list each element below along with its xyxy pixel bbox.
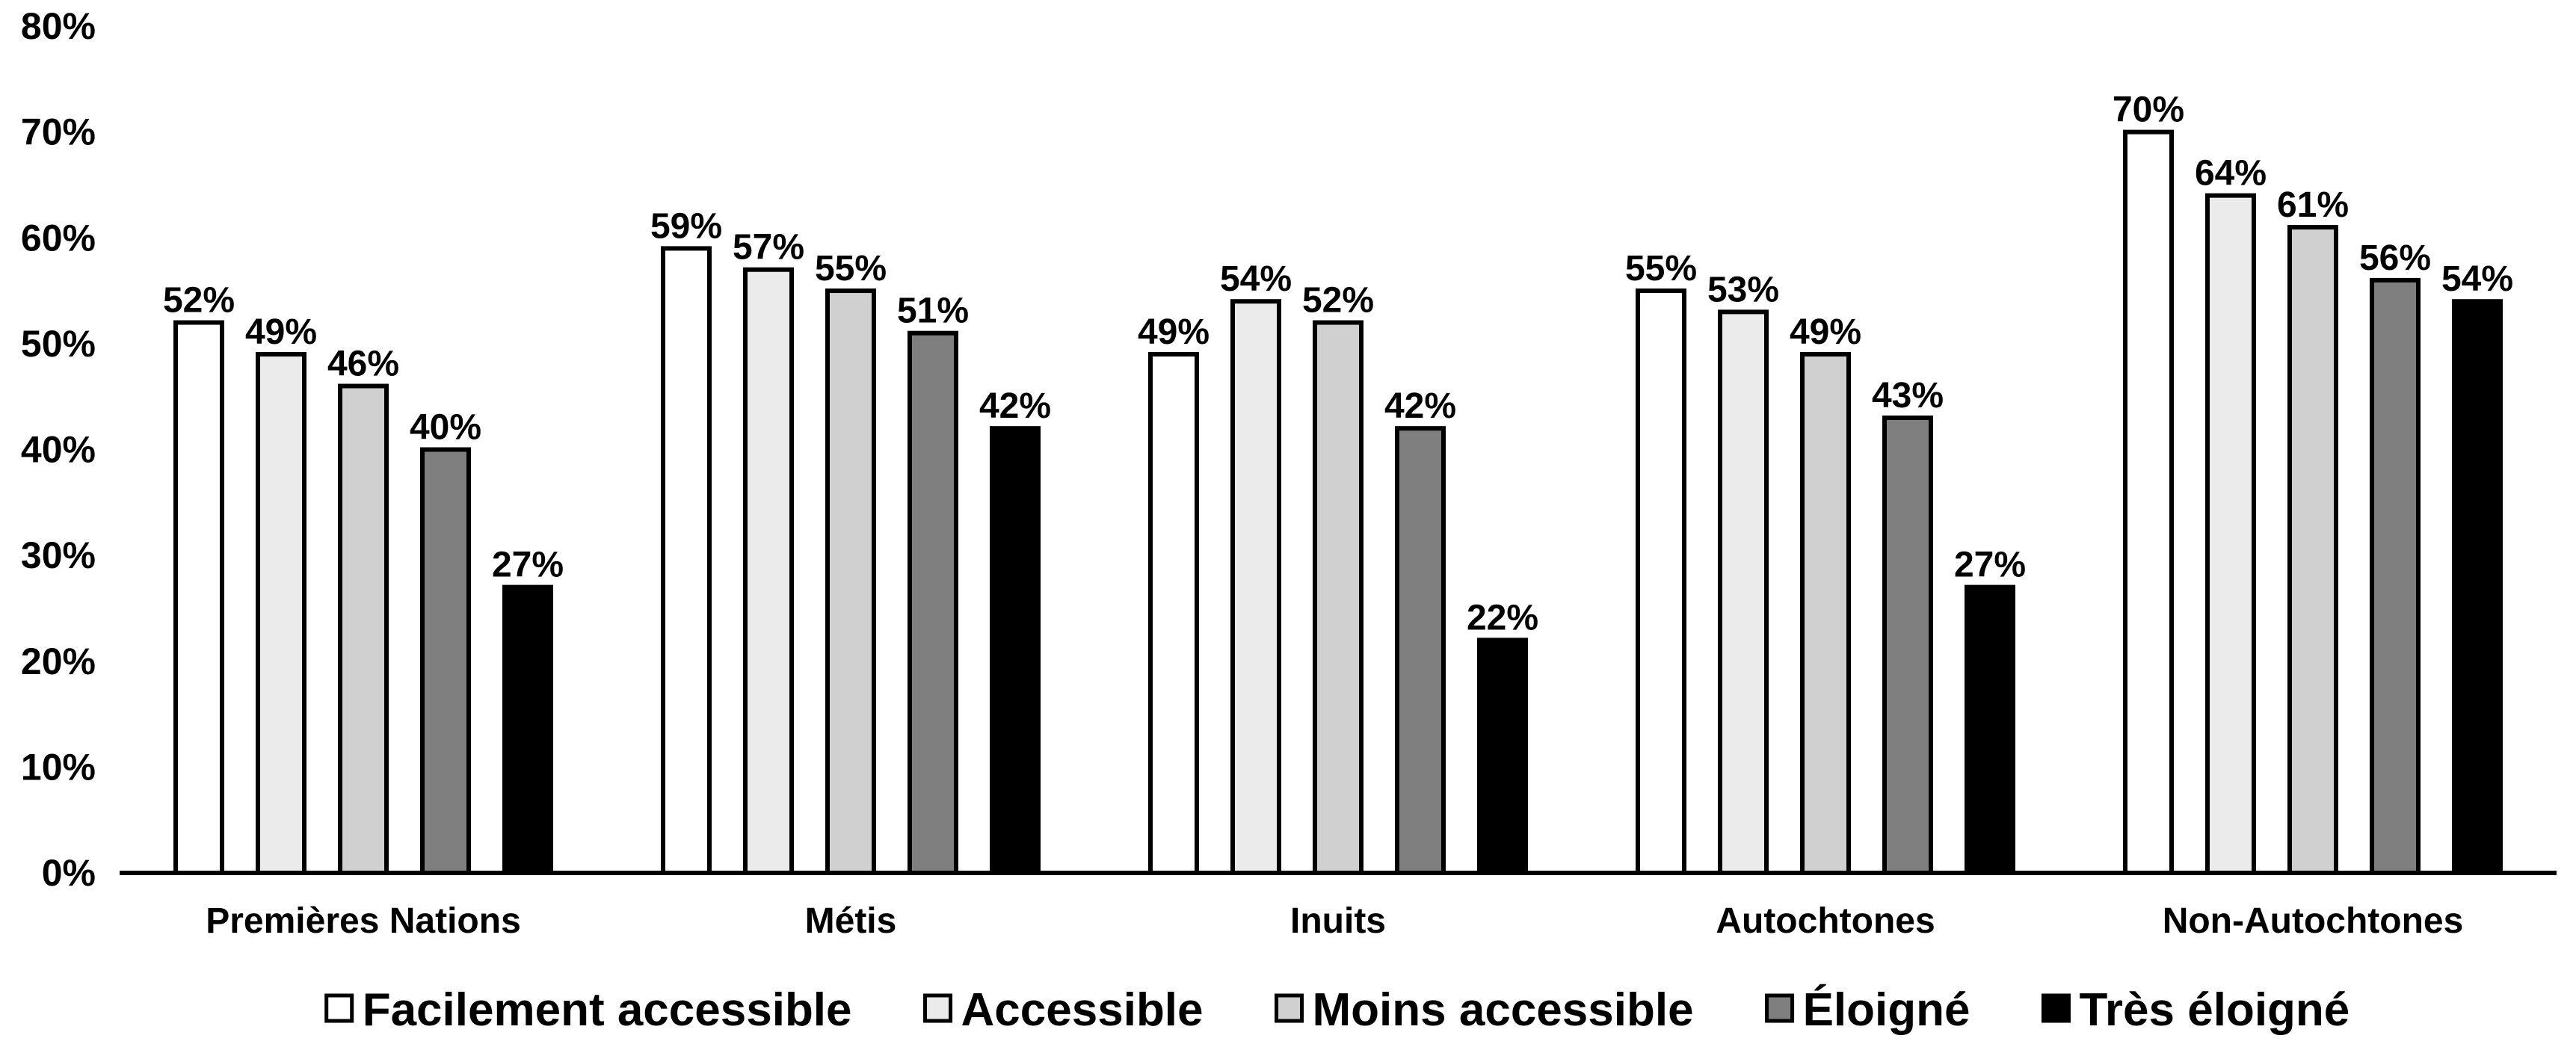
legend: Facilement accessible Accessible Moins acc… <box>324 984 2349 1036</box>
data-label: 52% <box>163 281 235 321</box>
data-label: 55% <box>815 249 887 288</box>
data-label: 70% <box>2113 90 2184 130</box>
bar <box>2287 225 2338 875</box>
y-tick-label: 50% <box>21 323 96 365</box>
data-label: 46% <box>327 345 399 384</box>
data-label: 56% <box>2359 238 2431 278</box>
data-label: 64% <box>2195 154 2267 194</box>
data-label: 49% <box>1790 312 1861 352</box>
data-label: 49% <box>245 312 317 352</box>
bar <box>1313 320 1364 875</box>
bar <box>2452 299 2503 876</box>
y-tick-label: 0% <box>42 852 96 894</box>
bar <box>338 383 389 875</box>
data-label: 54% <box>2441 259 2513 299</box>
bar <box>1800 352 1851 876</box>
bar <box>173 320 224 875</box>
y-tick-label: 30% <box>21 534 96 576</box>
legend-label: Accessible <box>961 984 1204 1036</box>
data-label: 54% <box>1220 259 1292 299</box>
data-label: 42% <box>979 386 1051 426</box>
data-label: 27% <box>492 546 564 585</box>
y-tick-label: 20% <box>21 640 96 682</box>
data-label: 52% <box>1302 281 1374 321</box>
data-label: 59% <box>650 206 722 246</box>
data-label: 55% <box>1625 249 1697 288</box>
bar <box>990 426 1041 875</box>
data-label: 27% <box>1954 546 2026 585</box>
legend-swatch <box>923 993 953 1023</box>
legend-label: Moins accessible <box>1313 984 1694 1036</box>
category-label: Premières Nations <box>206 901 521 941</box>
bar <box>1882 416 1933 875</box>
legend-swatch <box>1275 993 1304 1023</box>
bar <box>743 267 794 875</box>
legend-item: Moins accessible <box>1275 984 1694 1036</box>
data-label: 40% <box>410 408 481 448</box>
data-label: 42% <box>1384 386 1456 426</box>
y-tick-label: 60% <box>21 217 96 259</box>
data-label: 22% <box>1467 598 1538 637</box>
bar <box>1965 584 2015 875</box>
bar <box>502 584 553 875</box>
legend-label: Facilement accessible <box>363 984 852 1036</box>
data-label: 43% <box>1872 376 1944 416</box>
data-label: 51% <box>897 291 969 331</box>
legend-item: Éloigné <box>1765 984 1970 1036</box>
bar <box>908 330 958 875</box>
category-label: Métis <box>805 901 897 941</box>
bar <box>1718 309 1769 875</box>
bar <box>1230 299 1281 876</box>
bar <box>1477 637 1528 875</box>
data-label: 49% <box>1138 312 1210 352</box>
legend-swatch <box>1765 993 1795 1023</box>
bar <box>1636 288 1686 875</box>
legend-swatch <box>2041 993 2071 1023</box>
x-axis: Premières Nations Métis Inuits Autochtones N… <box>206 901 2463 941</box>
category-label: Inuits <box>1290 901 1386 941</box>
legend-item: Accessible <box>923 984 1204 1036</box>
data-labels: 52%49%46%40%27%59%57%55%51%42%49%54%52%4… <box>163 90 2513 638</box>
bar <box>1395 426 1446 875</box>
legend-item: Très éloigné <box>2041 984 2349 1036</box>
bar <box>420 447 471 875</box>
bar <box>2370 277 2421 875</box>
bar <box>2205 193 2256 876</box>
data-label: 53% <box>1707 270 1779 309</box>
legend-label: Très éloigné <box>2079 984 2349 1036</box>
y-tick-label: 80% <box>21 5 96 47</box>
y-tick-label: 10% <box>21 746 96 788</box>
bar <box>825 288 876 875</box>
data-label: 61% <box>2277 185 2349 225</box>
legend-swatch <box>324 993 354 1023</box>
legend-label: Éloigné <box>1803 984 1970 1036</box>
y-tick-label: 40% <box>21 429 96 471</box>
bars <box>173 129 2503 876</box>
y-tick-label: 70% <box>21 111 96 153</box>
bar <box>2123 129 2174 875</box>
category-label: Autochtones <box>1716 901 1935 941</box>
bar <box>1148 352 1199 876</box>
bar <box>256 352 306 876</box>
data-label: 57% <box>733 228 804 268</box>
y-axis: 0% 10% 20% 30% 40% 50% 60% 70% 80% <box>21 5 96 894</box>
legend-item: Facilement accessible <box>324 984 852 1036</box>
category-label: Non-Autochtones <box>2163 901 2464 941</box>
bar <box>661 246 712 876</box>
